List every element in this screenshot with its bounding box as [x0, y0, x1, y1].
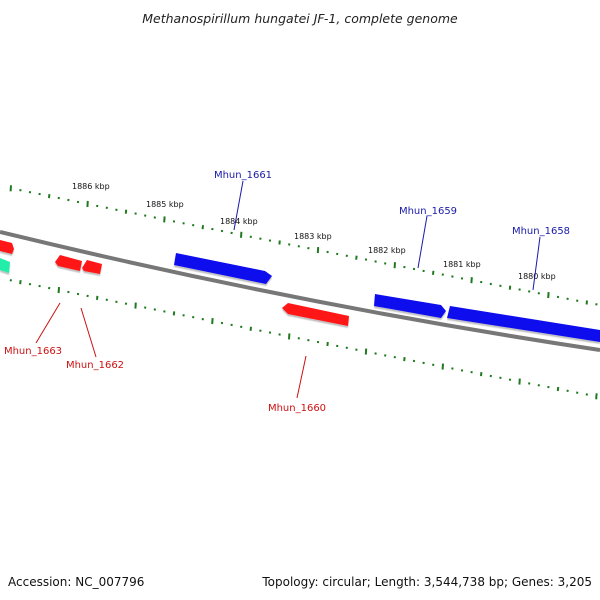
- scale-label-1882: 1882 kbp: [368, 246, 406, 255]
- leader-line-mhun-1659: [417, 215, 428, 269]
- gene-arrow-mhun-1658[interactable]: [447, 306, 600, 342]
- scale-label-1886: 1886 kbp: [72, 182, 110, 191]
- scale-label-1883: 1883 kbp: [294, 232, 332, 241]
- genome-backbone: [0, 230, 600, 352]
- leader-line-mhun-1662: [80, 307, 97, 358]
- accession-text: Accession: NC_007796: [8, 575, 144, 589]
- gene-features: [0, 240, 600, 342]
- scale-label-1880: 1880 kbp: [518, 272, 556, 281]
- inner-scale-ticks: [9, 279, 598, 400]
- gene-label-mhun-1658[interactable]: Mhun_1658: [512, 226, 570, 237]
- gene-arrow-edge-reverse[interactable]: [0, 240, 14, 254]
- gene-arrow-mhun-1660[interactable]: [282, 303, 349, 326]
- leader-line-mhun-1663: [35, 302, 61, 344]
- gene-label-mhun-1661[interactable]: Mhun_1661: [214, 170, 272, 181]
- leader-line-mhun-1660: [296, 355, 307, 399]
- gene-arrow-mhun-1662[interactable]: [82, 260, 102, 274]
- gene-label-mhun-1659[interactable]: Mhun_1659: [399, 206, 457, 217]
- gene-arrow-mhun-1661[interactable]: [174, 253, 272, 284]
- gene-labels: Mhun_1661 Mhun_1659 Mhun_1658 Mhun_1660 …: [4, 170, 570, 414]
- outer-scale-ticks: [9, 185, 598, 306]
- genome-summary-text: Topology: circular; Length: 3,544,738 bp…: [261, 575, 592, 589]
- gene-label-mhun-1662[interactable]: Mhun_1662: [66, 360, 124, 371]
- gene-label-mhun-1660[interactable]: Mhun_1660: [268, 403, 326, 414]
- map-title: Methanospirillum hungatei JF-1, complete…: [142, 11, 458, 26]
- gene-arrow-edge-rna[interactable]: [0, 258, 10, 273]
- gene-label-mhun-1663[interactable]: Mhun_1663: [4, 346, 62, 357]
- leader-line-mhun-1658: [532, 236, 541, 291]
- scale-label-1885: 1885 kbp: [146, 200, 184, 209]
- gene-arrow-mhun-1663[interactable]: [55, 255, 82, 271]
- scale-label-1884: 1884 kbp: [220, 217, 258, 226]
- scale-label-1881: 1881 kbp: [443, 260, 481, 269]
- scale-labels: 1886 kbp 1885 kbp 1884 kbp 1883 kbp 1882…: [72, 182, 556, 281]
- gene-arrow-mhun-1659[interactable]: [374, 294, 446, 318]
- leader-line-mhun-1661: [233, 180, 244, 231]
